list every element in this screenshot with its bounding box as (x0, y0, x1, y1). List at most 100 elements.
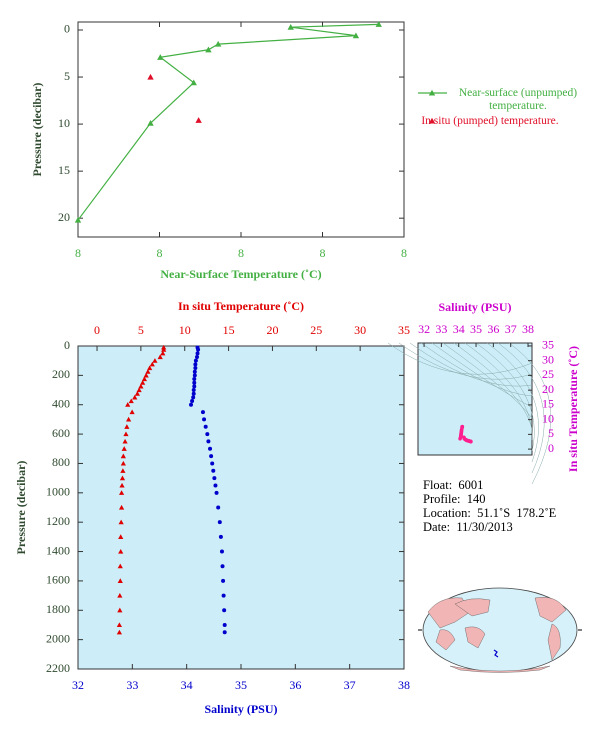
density-contour (464, 342, 533, 441)
temperature-point (118, 504, 125, 510)
y-tick-label: 2200 (46, 661, 70, 675)
x2-tick-label: 35 (398, 323, 410, 337)
temperature-point (138, 383, 144, 389)
y-tick-label: 15 (58, 163, 70, 177)
salinity-point (222, 622, 227, 627)
temperature-point (117, 592, 123, 598)
y-tick-label: 0 (64, 338, 70, 352)
x-tick-label: 8 (238, 246, 244, 260)
series-line (77, 23, 379, 221)
temperature-point (119, 475, 126, 481)
x2-tick-label: 5 (138, 323, 144, 337)
y-tick-label: 20 (58, 210, 70, 224)
x-axis-label: Near-Surface Temperature (˚C) (160, 267, 321, 281)
temperature-point (120, 468, 126, 473)
y-tick-label: 1400 (46, 543, 70, 557)
temperature-point (122, 438, 128, 444)
temperature-point (152, 358, 158, 363)
salinity-point (221, 593, 226, 598)
temperature-point (145, 369, 151, 374)
y-tick-label: 15 (542, 397, 554, 411)
x2-tick-label: 10 (179, 323, 191, 337)
data-point (375, 21, 382, 27)
x-tick-label: 34 (181, 678, 193, 692)
salinity-point (191, 388, 196, 393)
x2-tick-label: 20 (266, 323, 278, 337)
temperature-point (140, 380, 146, 385)
salinity-point (219, 549, 224, 554)
data-point (205, 46, 212, 53)
float-info: Location: 51.1˚S 178.2˚E (423, 506, 557, 520)
legend-marker (428, 89, 436, 96)
salinity-point (202, 417, 207, 422)
temperature-point (123, 431, 129, 437)
x-tick-label: 35 (235, 678, 247, 692)
data-point (74, 216, 82, 223)
salinity-point (193, 362, 198, 367)
salinity-point (189, 402, 194, 407)
salinity-point (222, 608, 227, 613)
x-tick-label: 33 (126, 678, 138, 692)
legend-label: Near-surface (unpumped) temperature. (458, 87, 578, 112)
data-point (214, 40, 222, 47)
temperature-point (117, 563, 123, 569)
x2-tick-label: 0 (94, 323, 100, 337)
y-axis-label: In situ Temperature (˚C) (566, 346, 580, 472)
y-tick-label: 1000 (46, 485, 70, 499)
salinity-point (221, 578, 226, 583)
temperature-point (149, 361, 155, 367)
salinity-point (208, 446, 213, 451)
data-point (190, 79, 197, 86)
salinity-point (217, 520, 222, 525)
ts-point (458, 436, 462, 441)
x2-tick-label: 30 (354, 323, 366, 337)
temperature-point (129, 409, 135, 415)
y-tick-label: 20 (542, 382, 554, 396)
density-contour (475, 342, 535, 452)
y-tick-label: 0 (64, 22, 70, 36)
data-point (195, 117, 202, 123)
temperature-point (147, 365, 153, 371)
density-contour (431, 342, 533, 408)
temperature-point (160, 350, 166, 356)
data-point (147, 119, 154, 126)
y-tick-label: 2000 (46, 631, 70, 645)
temperature-point (116, 622, 122, 628)
temperature-point (136, 387, 142, 393)
y-tick-label: 1200 (46, 514, 70, 528)
temperature-point (126, 416, 132, 422)
x-tick-label: 8 (75, 246, 81, 260)
x-axis-label: Salinity (PSU) (438, 300, 511, 314)
x-tick-label: 8 (157, 246, 163, 260)
x-tick-label: 38 (522, 322, 534, 336)
density-contours (387, 342, 552, 485)
salinity-point (195, 351, 200, 356)
temperature-point (124, 424, 130, 429)
salinity-point (210, 461, 215, 466)
temperature-point (141, 376, 147, 382)
float-info: Date: 11/30/2013 (423, 520, 513, 534)
y-tick-label: 600 (52, 426, 70, 440)
temperature-point (118, 519, 124, 525)
x-tick-label: 36 (289, 678, 301, 692)
x-tick-label: 34 (453, 322, 465, 336)
x2-tick-label: 15 (223, 323, 235, 337)
salinity-point (218, 534, 223, 539)
salinity-point (192, 373, 197, 378)
data-point (147, 73, 154, 80)
y-tick-label: 200 (52, 367, 70, 381)
density-contour (453, 342, 533, 430)
y-axis-label: Pressure (decibar) (14, 461, 28, 555)
temperature-point (120, 453, 126, 459)
plot-background (417, 342, 533, 456)
temperature-point (125, 402, 131, 407)
density-contour (497, 342, 545, 474)
x-tick-label: 8 (320, 246, 326, 260)
y-tick-label: 25 (542, 367, 554, 381)
salinity-point (190, 399, 195, 404)
density-contour (387, 342, 533, 375)
temperature-point (121, 446, 127, 451)
salinity-point (205, 432, 210, 437)
